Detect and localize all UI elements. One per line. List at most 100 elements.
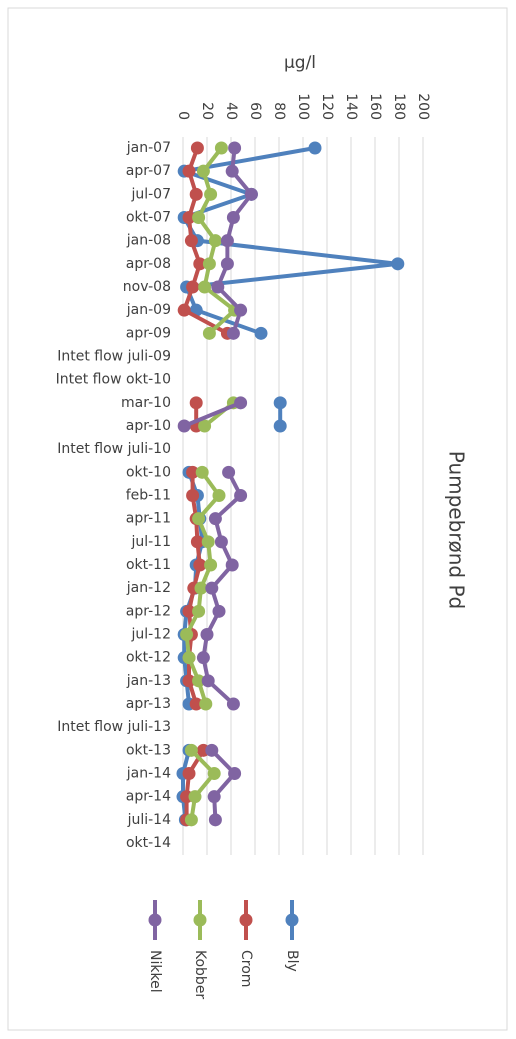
data-point <box>226 326 240 340</box>
data-point <box>208 813 222 827</box>
category-label: mar-10 <box>121 395 171 411</box>
data-point <box>228 767 242 780</box>
data-point <box>186 489 200 502</box>
legend-marker <box>285 913 299 927</box>
data-point <box>188 790 202 804</box>
legend-label: Nikkel <box>147 950 163 993</box>
data-point <box>199 697 213 711</box>
axis-label: µg/l <box>284 53 316 73</box>
x-tick-label: 160 <box>367 93 383 120</box>
data-point <box>190 141 204 155</box>
category-label: apr-09 <box>126 325 171 341</box>
data-point <box>225 558 239 572</box>
category-label: okt-11 <box>126 557 171 573</box>
data-point <box>192 604 206 618</box>
data-point <box>212 604 226 618</box>
data-point <box>189 697 203 711</box>
data-point <box>205 743 219 757</box>
data-point <box>208 234 222 248</box>
data-point <box>195 465 209 479</box>
data-point <box>234 303 248 317</box>
data-point <box>207 767 221 780</box>
category-label: jul-12 <box>130 627 171 643</box>
data-point <box>184 234 198 248</box>
data-point <box>198 280 212 294</box>
data-point <box>234 489 248 502</box>
data-point <box>204 558 218 572</box>
x-tick-label: 120 <box>319 93 335 120</box>
category-label: apr-10 <box>126 418 171 434</box>
data-point <box>226 211 240 224</box>
data-point <box>208 512 222 526</box>
category-label: apr-12 <box>126 603 171 619</box>
data-point <box>186 465 200 479</box>
data-point <box>225 164 239 178</box>
data-point <box>182 604 196 618</box>
data-point <box>194 581 208 595</box>
category-label: juli-14 <box>127 812 172 828</box>
data-point <box>196 164 210 178</box>
data-point <box>182 164 196 178</box>
category-label: okt-14 <box>126 835 171 851</box>
data-point <box>177 303 191 317</box>
data-point <box>186 280 200 294</box>
category-label: jul-07 <box>130 186 171 202</box>
data-point <box>189 396 203 410</box>
category-label: jul-11 <box>130 534 171 550</box>
category-label: apr-13 <box>126 696 171 712</box>
chart-title: Pumpebrønd Pd <box>445 451 469 610</box>
data-point <box>234 396 248 410</box>
data-point <box>202 257 216 271</box>
data-point <box>201 674 215 688</box>
data-point <box>193 257 207 271</box>
data-point <box>182 651 196 665</box>
category-label: okt-10 <box>126 464 171 480</box>
data-point <box>182 211 196 224</box>
data-point <box>184 813 198 827</box>
data-point <box>182 767 196 780</box>
data-point <box>189 187 203 201</box>
data-point <box>207 790 221 804</box>
data-point <box>184 743 198 757</box>
category-label: Intet flow okt-10 <box>56 372 171 388</box>
data-point <box>202 326 216 340</box>
data-point <box>222 465 236 479</box>
category-label: apr-07 <box>126 163 171 179</box>
data-point <box>205 581 219 595</box>
legend-label: Crom <box>238 950 254 987</box>
category-label: jan-14 <box>126 766 171 782</box>
x-tick-label: 60 <box>247 102 263 120</box>
legend-label: Bly <box>284 950 300 972</box>
data-point <box>182 674 196 688</box>
category-label: jan-09 <box>126 302 171 318</box>
data-point <box>180 628 194 641</box>
data-point <box>192 512 206 526</box>
category-label: nov-08 <box>123 279 171 295</box>
category-label: Intet flow juli-09 <box>57 349 171 365</box>
data-point <box>228 141 242 155</box>
legend-label: Kobber <box>192 950 208 999</box>
data-point <box>254 326 268 340</box>
legend-marker <box>148 913 162 927</box>
data-point <box>220 257 234 271</box>
data-point <box>220 234 234 248</box>
data-point <box>226 697 240 711</box>
category-label: apr-14 <box>126 789 171 805</box>
x-tick-label: 40 <box>223 102 239 120</box>
category-label: jan-13 <box>126 673 171 689</box>
data-point <box>308 141 322 155</box>
x-tick-label: 200 <box>415 93 431 120</box>
data-point <box>192 211 206 224</box>
data-point <box>211 280 225 294</box>
category-label: jan-12 <box>126 580 171 596</box>
category-label: apr-11 <box>126 511 171 527</box>
data-point <box>214 535 228 549</box>
category-label: apr-08 <box>126 256 171 272</box>
data-point <box>273 419 287 433</box>
category-label: jan-07 <box>126 140 171 156</box>
data-point <box>244 187 258 201</box>
category-label: jan-08 <box>126 233 171 249</box>
x-tick-label: 140 <box>343 93 359 120</box>
data-point <box>391 257 405 271</box>
